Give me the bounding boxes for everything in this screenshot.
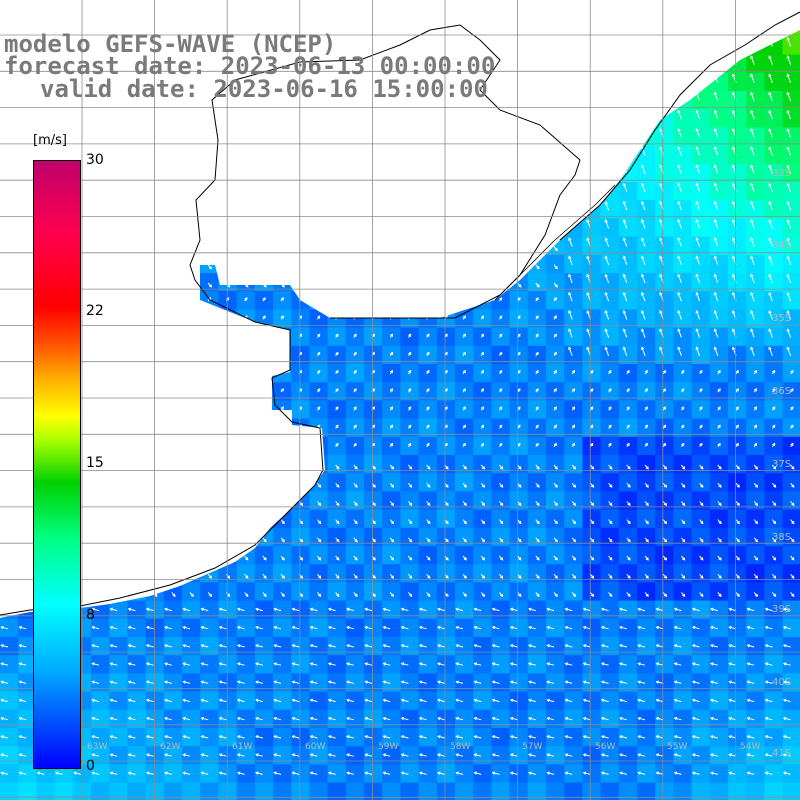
lon-label-58w: 58W bbox=[450, 742, 471, 752]
colorbar-tick-15: 15 bbox=[86, 455, 104, 471]
lon-label-54w: 54W bbox=[740, 742, 761, 752]
colorbar-tick-0: 0 bbox=[86, 758, 95, 774]
lon-label-59w: 59W bbox=[378, 742, 399, 752]
lon-label-62w: 62W bbox=[160, 742, 181, 752]
colorbar-tick-8: 8 bbox=[86, 607, 95, 623]
colorbar bbox=[33, 160, 81, 769]
lat-label-37s: 37S bbox=[772, 459, 792, 470]
lat-label-39s: 39S bbox=[772, 604, 792, 615]
valid-date: valid date: 2023-06-16 15:00:00 bbox=[40, 75, 488, 103]
lat-label-40s: 40S bbox=[772, 677, 792, 688]
colorbar-tick-30: 30 bbox=[86, 152, 104, 168]
lon-label-55w: 55W bbox=[667, 742, 688, 752]
land-mask bbox=[0, 0, 800, 618]
lat-label-38s: 38S bbox=[772, 532, 792, 543]
colorbar-tick-22: 22 bbox=[86, 303, 104, 319]
lat-label-36s: 36S bbox=[772, 386, 792, 397]
lon-label-60w: 60W bbox=[305, 742, 326, 752]
lon-label-57w: 57W bbox=[522, 742, 543, 752]
model-title: modelo GEFS-WAVE (NCEP) bbox=[4, 30, 337, 58]
forecast-date: forecast date: 2023-06-13 00:00:00 bbox=[4, 52, 496, 80]
lon-label-61w: 61W bbox=[232, 742, 253, 752]
lon-label-56w: 56W bbox=[595, 742, 616, 752]
colorbar-units: [m/s] bbox=[33, 133, 67, 148]
lat-label-35s: 35S bbox=[772, 313, 792, 324]
lat-label-34s: 34S bbox=[772, 240, 792, 251]
lon-label-63w: 63W bbox=[87, 742, 108, 752]
lat-label-33s: 33S bbox=[772, 168, 792, 179]
lat-label-41s: 41S bbox=[772, 748, 792, 759]
